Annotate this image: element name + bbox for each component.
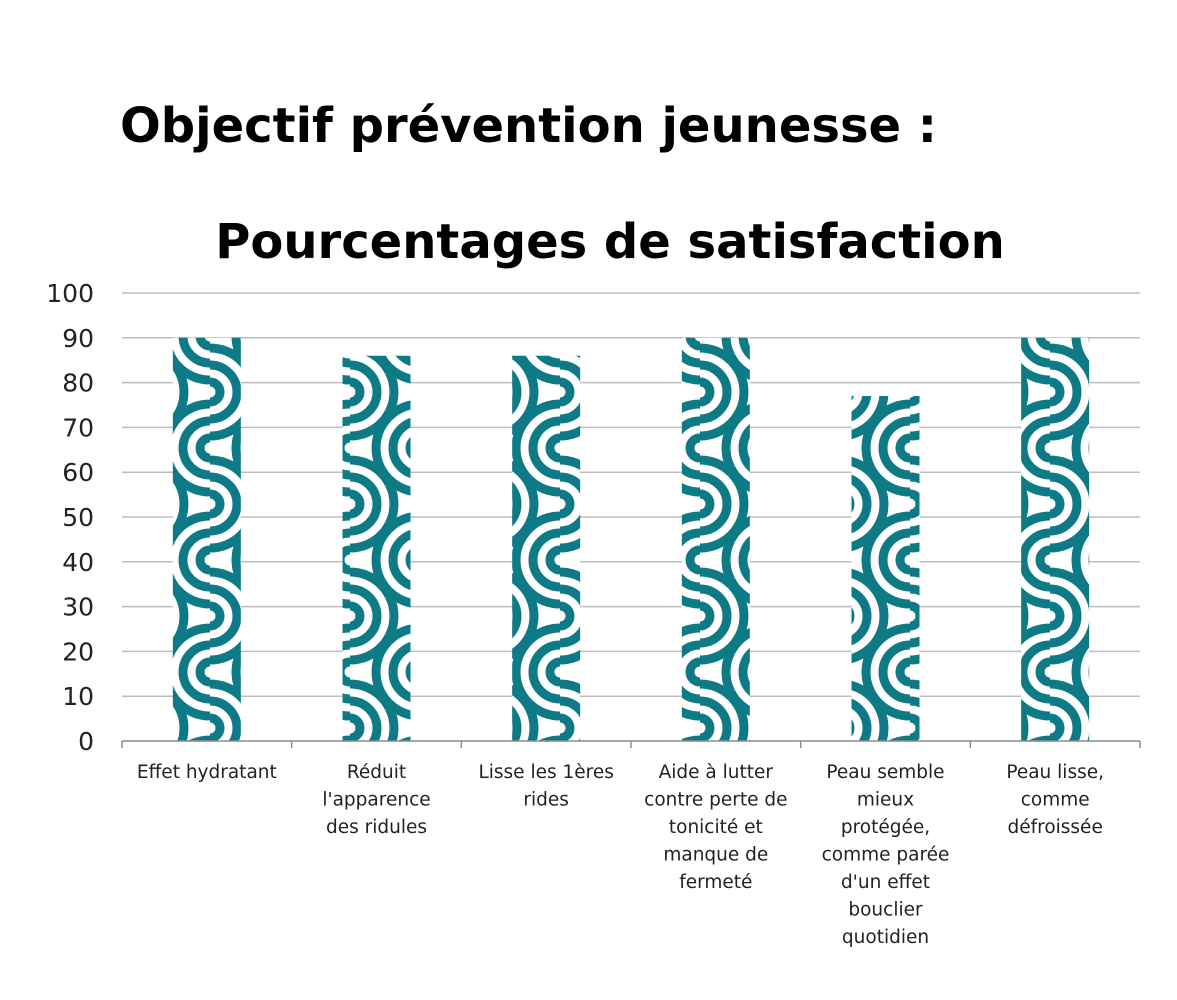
x-category-label: mieux (857, 790, 914, 811)
x-category-label: Effet hydratant (137, 762, 277, 783)
x-category-label: des ridules (326, 817, 427, 838)
x-category-label: l'apparence (322, 790, 430, 811)
x-category-label: Aide à lutter (659, 762, 774, 783)
chart-title-line-1: Objectif prévention jeunesse : (120, 98, 937, 154)
x-category-label: Peau lisse, (1006, 762, 1104, 783)
x-category-label: fermeté (679, 872, 752, 893)
y-tick-label: 30 (62, 593, 94, 622)
y-tick-label: 100 (46, 279, 94, 308)
y-tick-label: 0 (78, 727, 94, 756)
x-category-label: bouclier (848, 900, 923, 921)
x-category-label: d'un effet (841, 872, 930, 893)
x-category-label: tonicité et (669, 817, 763, 838)
x-category-label: défroissée (1007, 817, 1102, 838)
chart-title: Objectif prévention jeunesse : Pourcenta… (120, 98, 1005, 270)
bar (681, 337, 750, 741)
y-axis-tick-labels: 0 10 20 30 40 50 60 70 80 90 100 (46, 279, 94, 756)
y-tick-label: 20 (62, 637, 94, 666)
y-tick-label: 80 (62, 369, 94, 398)
x-axis (121, 740, 1141, 748)
bar (1021, 337, 1090, 741)
y-tick-label: 90 (62, 324, 94, 353)
y-tick-label: 50 (62, 503, 94, 532)
x-category-label: protégée, (841, 817, 930, 838)
x-category-label: Lisse les 1ères (478, 762, 613, 783)
x-category-label: Peau semble (826, 762, 944, 783)
x-category-label: quotidien (842, 927, 929, 948)
y-tick-label: 10 (62, 682, 94, 711)
x-category-label: Réduit (347, 762, 406, 783)
x-category-label: rides (523, 790, 569, 811)
bar (851, 396, 920, 741)
x-axis-category-labels: Effet hydratant Réduit l'apparence des ridu… (137, 762, 1104, 948)
x-category-label: manque de (663, 845, 768, 866)
gridlines (122, 292, 1140, 697)
bar (172, 337, 241, 741)
bar (512, 355, 581, 741)
y-tick-label: 60 (62, 458, 94, 487)
y-tick-label: 70 (62, 413, 94, 442)
x-category-label: contre perte de (644, 790, 787, 811)
x-category-label: comme (1021, 790, 1090, 811)
chart-title-line-2: Pourcentages de satisfaction (215, 214, 1005, 270)
bars (172, 337, 1090, 741)
y-tick-label: 40 (62, 548, 94, 577)
bar (342, 355, 411, 741)
x-category-label: comme parée (822, 845, 950, 866)
